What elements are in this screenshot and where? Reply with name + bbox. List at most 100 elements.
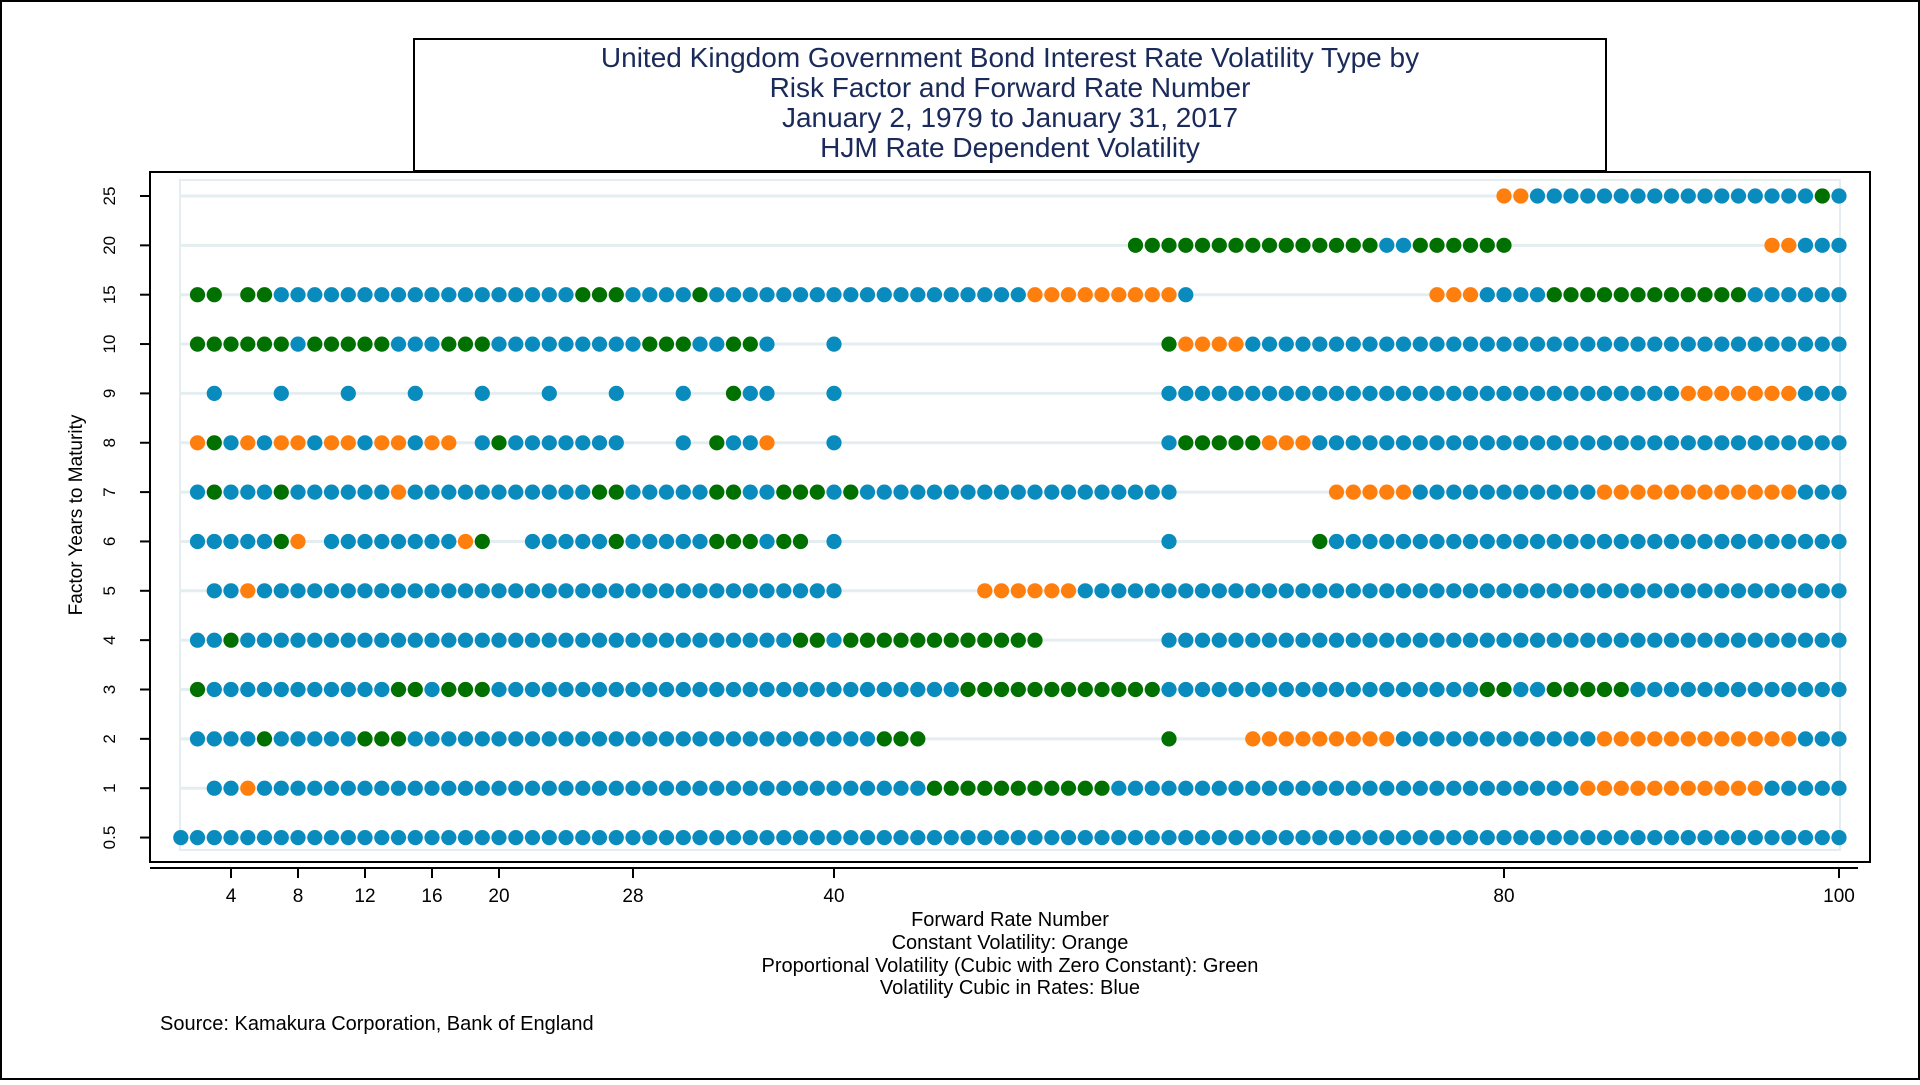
point-blue — [1797, 533, 1814, 550]
point-blue — [709, 731, 725, 747]
point-green — [943, 780, 959, 796]
point-blue — [1245, 583, 1261, 599]
y-tick-label: 15 — [100, 285, 119, 304]
point-orange — [1513, 188, 1529, 204]
point-blue — [424, 632, 440, 648]
point-blue — [658, 632, 675, 648]
point-blue — [541, 336, 557, 352]
point-blue — [1194, 681, 1211, 698]
point-blue — [240, 731, 256, 747]
point-green — [1563, 681, 1579, 698]
point-blue — [1446, 681, 1462, 698]
point-blue — [1060, 484, 1077, 500]
point-blue — [1312, 385, 1328, 401]
point-blue — [1362, 385, 1378, 401]
point-blue — [859, 731, 876, 747]
y-tick-label: 6 — [100, 537, 119, 546]
point-blue — [591, 681, 608, 698]
point-orange — [1781, 237, 1797, 253]
point-blue — [1261, 632, 1278, 648]
point-blue — [474, 583, 490, 599]
point-blue — [1580, 484, 1596, 500]
point-blue — [508, 830, 524, 846]
point-blue — [474, 731, 490, 747]
point-orange — [374, 435, 390, 451]
point-blue — [1479, 287, 1495, 303]
point-green — [709, 533, 725, 550]
point-green — [223, 336, 239, 352]
point-blue — [826, 385, 842, 401]
point-blue — [173, 830, 189, 846]
point-blue — [1730, 583, 1747, 599]
point-blue — [558, 583, 574, 599]
point-blue — [1462, 385, 1479, 401]
point-blue — [1379, 237, 1395, 253]
point-blue — [1563, 731, 1579, 747]
point-blue — [876, 780, 892, 796]
point-blue — [1312, 632, 1328, 648]
point-orange — [1395, 484, 1412, 500]
point-green — [1211, 237, 1227, 253]
point-blue — [893, 287, 909, 303]
point-blue — [1479, 435, 1495, 451]
point-blue — [524, 287, 541, 303]
point-blue — [1730, 681, 1747, 698]
x-tick-label: 8 — [293, 886, 304, 907]
point-blue — [1211, 780, 1227, 796]
point-blue — [357, 830, 373, 846]
point-blue — [1563, 533, 1579, 550]
y-tick-label: 0.5 — [100, 826, 119, 850]
point-orange — [1613, 780, 1629, 796]
point-blue — [273, 830, 289, 846]
point-blue — [1714, 681, 1730, 698]
point-blue — [642, 731, 658, 747]
point-blue — [575, 583, 591, 599]
point-blue — [508, 287, 524, 303]
point-green — [1546, 287, 1562, 303]
point-blue — [910, 287, 926, 303]
point-blue — [1781, 780, 1797, 796]
x-axis: 4 8 12 16 20 28 40 80 100 — [150, 867, 1858, 907]
point-blue — [491, 484, 507, 500]
point-blue — [524, 336, 541, 352]
point-blue — [1546, 484, 1562, 500]
point-blue — [1429, 681, 1445, 698]
point-blue — [1630, 188, 1646, 204]
plot-inner-border — [179, 179, 1841, 851]
point-blue — [1245, 780, 1261, 796]
y-tick-label: 3 — [100, 685, 119, 694]
y-tick-label: 5 — [100, 586, 119, 595]
point-orange — [1764, 385, 1780, 401]
point-blue — [759, 533, 775, 550]
point-blue — [1228, 632, 1244, 648]
point-blue — [692, 484, 708, 500]
point-blue — [524, 830, 541, 846]
point-blue — [1362, 336, 1378, 352]
point-blue — [1395, 632, 1412, 648]
point-blue — [1613, 533, 1629, 550]
point-blue — [1429, 484, 1445, 500]
point-blue — [742, 830, 758, 846]
point-blue — [1596, 830, 1613, 846]
point-blue — [1345, 632, 1361, 648]
point-orange — [1345, 731, 1361, 747]
point-blue — [1178, 830, 1194, 846]
point-blue — [1261, 385, 1278, 401]
point-blue — [374, 681, 390, 698]
point-blue — [290, 632, 306, 648]
point-blue — [608, 830, 624, 846]
point-blue — [1764, 681, 1780, 698]
point-orange — [977, 583, 993, 599]
point-orange — [457, 533, 474, 550]
point-blue — [374, 830, 390, 846]
point-green — [240, 336, 256, 352]
point-blue — [1747, 830, 1763, 846]
point-orange — [1596, 731, 1613, 747]
point-blue — [1194, 385, 1211, 401]
point-blue — [340, 780, 356, 796]
point-blue — [1462, 484, 1479, 500]
point-orange — [1680, 484, 1696, 500]
point-blue — [290, 336, 306, 352]
point-green — [809, 484, 825, 500]
point-blue — [591, 632, 608, 648]
